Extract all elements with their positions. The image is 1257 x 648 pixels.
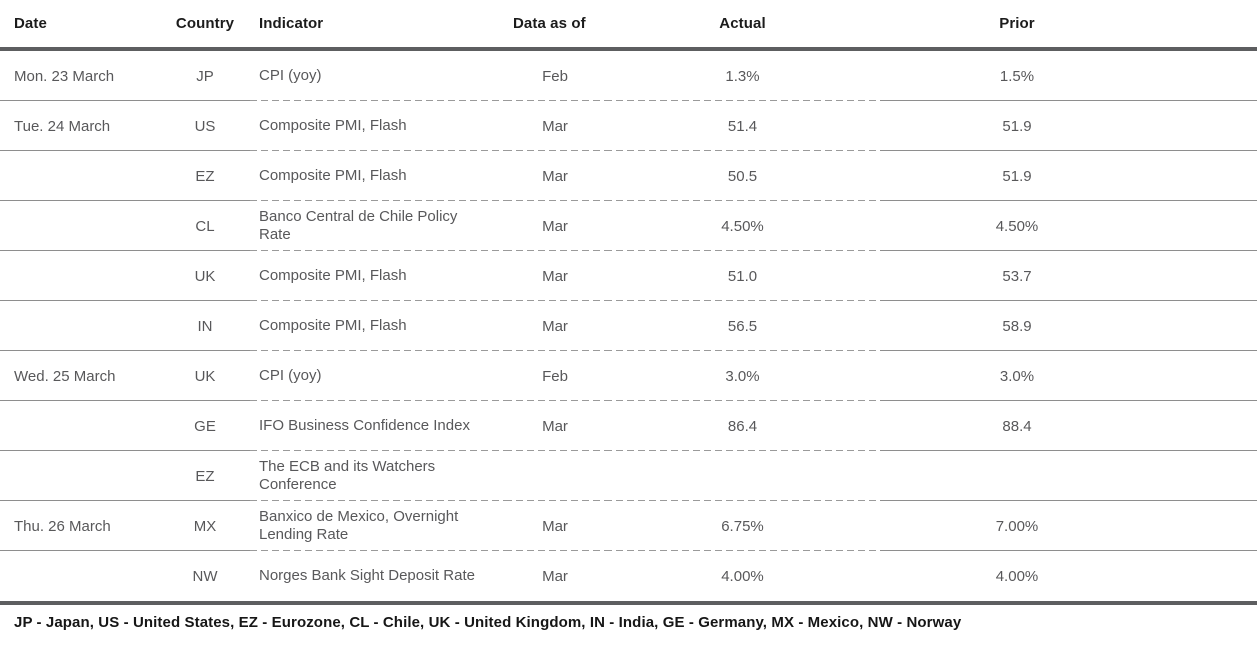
country-cell: EZ (160, 151, 250, 201)
country-cell: EZ (160, 451, 250, 501)
indicator-text: Composite PMI, Flash (259, 317, 407, 334)
indicator-text: Banxico de Mexico, Overnight Lending Rat… (259, 508, 459, 543)
indicator-cell: Composite PMI, Flash (250, 151, 505, 201)
actual-cell: 51.4 (605, 101, 880, 151)
country-cell: US (160, 101, 250, 151)
country-cell: UK (160, 351, 250, 401)
date-cell (0, 251, 160, 301)
indicator-text: Norges Bank Sight Deposit Rate (259, 567, 475, 584)
column-header-data-as-of: Data as of (505, 0, 605, 51)
indicator-text: CPI (yoy) (259, 367, 322, 384)
data-as-of-cell: Mar (505, 251, 605, 301)
date-cell (0, 551, 160, 601)
indicator-cell: Norges Bank Sight Deposit Rate (250, 551, 505, 601)
date-cell (0, 301, 160, 351)
column-header-prior: Prior (880, 0, 1257, 51)
prior-cell: 3.0% (880, 351, 1257, 401)
table-row: GE IFO Business Confidence Index Mar 86.… (0, 401, 1257, 451)
header-row: Date Country Indicator Data as of Actual… (0, 0, 1257, 51)
table-row: Wed. 25 March UK CPI (yoy) Feb 3.0% 3.0% (0, 351, 1257, 401)
date-cell: Mon. 23 March (0, 49, 160, 101)
prior-cell: 53.7 (880, 251, 1257, 301)
indicator-text: Composite PMI, Flash (259, 267, 407, 284)
data-as-of-cell: Mar (505, 501, 605, 551)
prior-cell: 88.4 (880, 401, 1257, 451)
country-cell: IN (160, 301, 250, 351)
data-as-of-cell: Mar (505, 201, 605, 251)
indicator-cell: IFO Business Confidence Index (250, 401, 505, 451)
data-as-of-cell: Mar (505, 101, 605, 151)
actual-cell: 3.0% (605, 351, 880, 401)
table-row: Thu. 26 March MX Banxico de Mexico, Over… (0, 501, 1257, 551)
indicator-cell: CPI (yoy) (250, 49, 505, 101)
country-cell: GE (160, 401, 250, 451)
prior-cell: 51.9 (880, 151, 1257, 201)
table-row: Tue. 24 March US Composite PMI, Flash Ma… (0, 101, 1257, 151)
country-cell: MX (160, 501, 250, 551)
date-cell (0, 201, 160, 251)
date-cell: Thu. 26 March (0, 501, 160, 551)
actual-cell: 1.3% (605, 49, 880, 101)
table-row: IN Composite PMI, Flash Mar 56.5 58.9 (0, 301, 1257, 351)
column-header-indicator: Indicator (250, 0, 505, 51)
indicator-text: CPI (yoy) (259, 67, 322, 84)
prior-cell: 51.9 (880, 101, 1257, 151)
prior-cell: 4.00% (995, 567, 1039, 585)
indicator-cell: The ECB and its Watchers Conference (250, 451, 505, 501)
actual-cell: 4.00% (721, 567, 764, 585)
data-as-of-cell: Feb (505, 49, 605, 101)
table-row: NW Norges Bank Sight Deposit Rate Mar 4.… (0, 551, 1257, 601)
table-row: EZ The ECB and its Watchers Conference (0, 451, 1257, 501)
actual-cell: 56.5 (605, 301, 880, 351)
actual-cell: 86.4 (605, 401, 880, 451)
date-cell: Tue. 24 March (0, 101, 160, 151)
indicator-cell: Banxico de Mexico, Overnight Lending Rat… (250, 501, 505, 551)
date-cell (0, 401, 160, 451)
data-as-of-cell (505, 451, 605, 501)
date-cell (0, 151, 160, 201)
indicator-text: IFO Business Confidence Index (259, 417, 470, 434)
prior-cell: 1.5% (880, 49, 1257, 101)
column-header-actual: Actual (605, 0, 880, 51)
actual-cell: 4.50% (605, 201, 880, 251)
data-table: Date Country Indicator Data as of Actual… (0, 0, 1257, 601)
actual-cell: 51.0 (605, 251, 880, 301)
data-as-of-cell: Feb (505, 351, 605, 401)
data-as-of-cell: Mar (505, 401, 605, 451)
country-cell: CL (160, 201, 250, 251)
prior-cell: 4.50% (880, 201, 1257, 251)
indicator-cell: Composite PMI, Flash (250, 301, 505, 351)
prior-cell: 58.9 (880, 301, 1257, 351)
indicator-text: Composite PMI, Flash (259, 167, 407, 184)
column-header-country: Country (160, 0, 250, 51)
actual-cell: 6.75% (605, 501, 880, 551)
country-cell: NW (192, 567, 218, 585)
country-cell: JP (160, 49, 250, 101)
data-as-of-cell: Mar (505, 301, 605, 351)
prior-cell: 7.00% (880, 501, 1257, 551)
table-row: EZ Composite PMI, Flash Mar 50.5 51.9 (0, 151, 1257, 201)
country-cell: UK (160, 251, 250, 301)
actual-cell (605, 451, 880, 501)
indicator-text: Banco Central de Chile Policy Rate (259, 208, 458, 243)
indicator-text: Composite PMI, Flash (259, 117, 407, 134)
economic-calendar-table: Date Country Indicator Data as of Actual… (0, 0, 1257, 605)
data-as-of-cell: Mar (505, 151, 605, 201)
indicator-cell: Banco Central de Chile Policy Rate (250, 201, 505, 251)
indicator-text: The ECB and its Watchers Conference (259, 458, 436, 493)
country-abbreviation-legend: JP - Japan, US - United States, EZ - Eur… (14, 614, 962, 631)
data-as-of-cell: Mar (542, 567, 568, 585)
date-cell: Wed. 25 March (0, 351, 160, 401)
actual-cell: 50.5 (605, 151, 880, 201)
table-row: UK Composite PMI, Flash Mar 51.0 53.7 (0, 251, 1257, 301)
prior-cell (880, 451, 1257, 501)
indicator-cell: Composite PMI, Flash (250, 101, 505, 151)
table-row: Mon. 23 March JP CPI (yoy) Feb 1.3% 1.5% (0, 49, 1257, 101)
indicator-cell: Composite PMI, Flash (250, 251, 505, 301)
date-cell (0, 451, 160, 501)
indicator-cell: CPI (yoy) (250, 351, 505, 401)
column-header-date: Date (0, 0, 160, 51)
table-row: CL Banco Central de Chile Policy Rate Ma… (0, 201, 1257, 251)
